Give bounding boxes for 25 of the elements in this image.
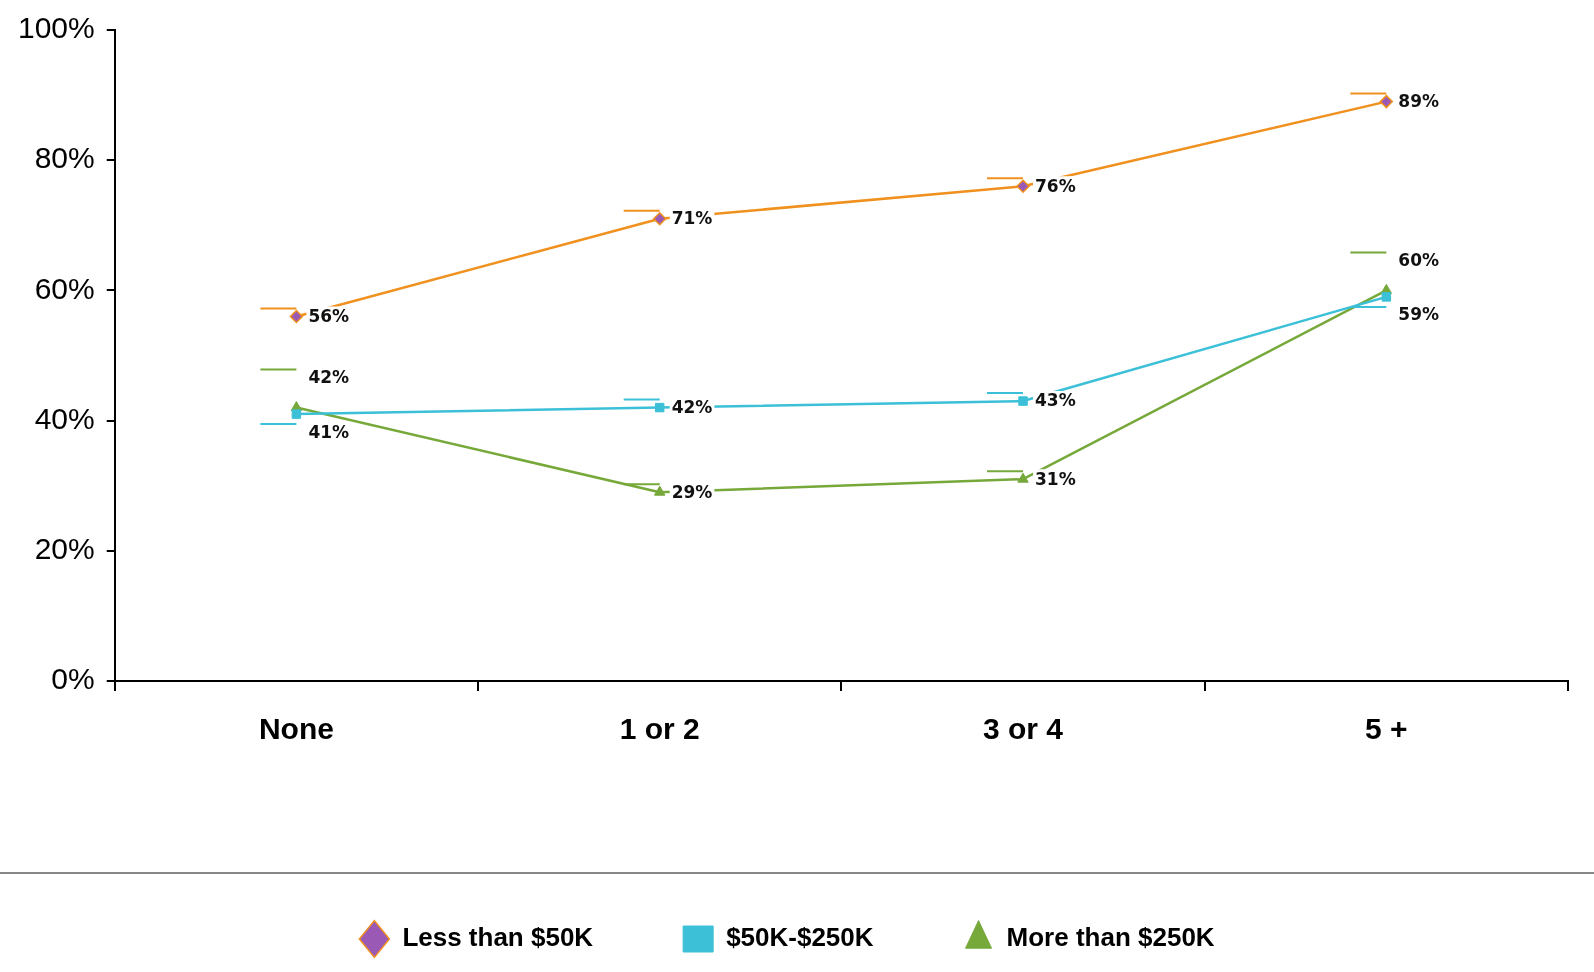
legend-label: More than $250K <box>1006 922 1215 953</box>
x-tick-label: 3 or 4 <box>983 712 1064 746</box>
x-tick-label: 5 + <box>1365 712 1408 746</box>
x-tick-label: 1 or 2 <box>619 712 700 746</box>
y-tick-label: 40% <box>34 401 95 435</box>
data-label: 42% <box>308 367 350 387</box>
data-label: 60% <box>1398 249 1440 270</box>
legend-label: $50K-$250K <box>726 922 874 953</box>
data-label: 42% <box>671 397 713 417</box>
legend-label: Less than $50K <box>402 922 594 953</box>
data-label: 89% <box>1398 91 1440 112</box>
y-tick-label: 60% <box>34 271 95 305</box>
data-label: 41% <box>308 421 350 442</box>
x-tick-label: None <box>258 712 334 746</box>
y-tick-label: 80% <box>34 141 95 175</box>
y-tick-label: 100% <box>17 11 95 45</box>
data-label: 56% <box>308 305 350 326</box>
y-tick-label: 20% <box>34 532 95 566</box>
y-tick-label: 0% <box>51 662 95 696</box>
data-label: 76% <box>1035 175 1076 196</box>
data-label: 31% <box>1035 468 1076 489</box>
data-label: 71% <box>671 208 713 229</box>
data-label: 43% <box>1035 390 1076 411</box>
data-label: 29% <box>671 481 713 502</box>
data-label: 59% <box>1398 304 1440 325</box>
